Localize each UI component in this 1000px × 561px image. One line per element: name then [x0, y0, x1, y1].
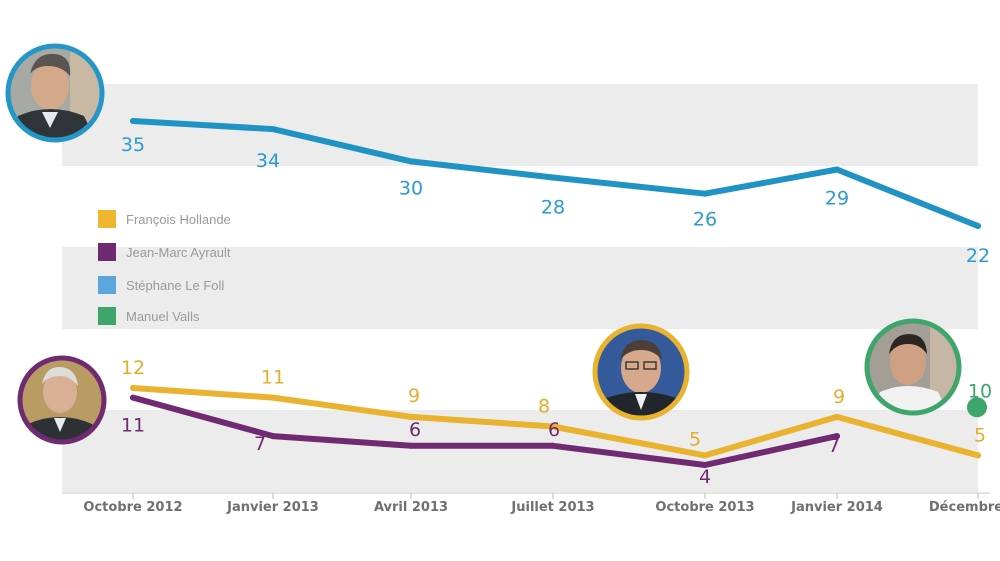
data-point-francois-hollande-octobre-2013	[702, 452, 708, 459]
data-point-stephane-le-foll-octobre-2012	[130, 118, 136, 124]
data-point-stephane-le-foll-janvier-2014	[834, 166, 840, 173]
x-tick-label-decembre: Décembre	[929, 500, 1000, 515]
x-tick-label-octobre-2012: Octobre 2012	[83, 500, 182, 515]
data-label-stephane-le-foll-janvier-2014: 29	[825, 188, 849, 210]
data-label-jean-marc-ayrault-janvier-2013: 7	[254, 433, 266, 455]
manuel-valls-portrait	[864, 318, 962, 416]
data-point-francois-hollande-octobre-2012	[130, 385, 136, 391]
x-axis-ticks	[132, 493, 979, 499]
data-point-francois-hollande-janvier-2013	[270, 394, 276, 401]
data-point-stephane-le-foll-decembre	[975, 223, 981, 229]
legend-item-hollande: François Hollande	[98, 210, 231, 228]
data-point-jean-marc-ayrault-octobre-2012	[130, 394, 136, 401]
legend-label-valls: Manuel Valls	[126, 309, 200, 324]
x-tick-label-juillet-2013: Juillet 2013	[510, 500, 594, 515]
data-point-stephane-le-foll-octobre-2013	[702, 190, 708, 197]
x-tick-label-janvier-2014: Janvier 2014	[790, 500, 883, 515]
data-label-francois-hollande-avril-2013: 9	[408, 385, 420, 407]
legend-item-ayrault: Jean-Marc Ayrault	[98, 243, 231, 261]
francois-hollande-portrait	[592, 323, 690, 421]
data-label-stephane-le-foll-octobre-2012: 35	[121, 134, 145, 156]
data-point-jean-marc-ayrault-janvier-2013	[270, 433, 276, 440]
data-point-jean-marc-ayrault-juillet-2013	[550, 442, 556, 449]
data-labels: 35 34 30 28 26 29 22 12 11 9 8 5 9 5 11 7 6 6 4 7 10	[121, 134, 992, 488]
legend-swatch-hollande	[98, 210, 116, 228]
jean-marc-ayrault-portrait	[17, 355, 107, 445]
data-label-stephane-le-foll-janvier-2013: 34	[256, 150, 280, 172]
legend-swatch-ayrault	[98, 243, 116, 261]
data-label-jean-marc-ayrault-juillet-2013: 6	[548, 419, 560, 441]
data-point-francois-hollande-decembre	[975, 452, 981, 459]
data-point-jean-marc-ayrault-octobre-2013	[702, 462, 708, 468]
legend-label-ayrault: Jean-Marc Ayrault	[126, 245, 231, 260]
legend: François Hollande Jean-Marc Ayrault Stép…	[98, 210, 231, 325]
data-label-jean-marc-ayrault-avril-2013: 6	[409, 419, 421, 441]
data-label-stephane-le-foll-octobre-2013: 26	[693, 209, 717, 231]
data-label-stephane-le-foll-avril-2013: 30	[399, 177, 423, 199]
data-label-jean-marc-ayrault-janvier-2014: 7	[828, 435, 840, 457]
data-label-manuel-valls-decembre: 10	[968, 380, 992, 402]
data-point-manuel-valls-decembre	[967, 397, 987, 418]
data-point-stephane-le-foll-janvier-2013	[270, 126, 276, 133]
x-tick-label-octobre-2013: Octobre 2013	[655, 500, 754, 515]
data-point-francois-hollande-juillet-2013	[550, 423, 556, 430]
stephane-le-foll-portrait	[5, 43, 105, 143]
data-label-stephane-le-foll-juillet-2013: 28	[541, 197, 565, 219]
data-label-jean-marc-ayrault-octobre-2013: 4	[699, 466, 711, 488]
data-point-francois-hollande-janvier-2014	[834, 413, 840, 420]
data-label-francois-hollande-janvier-2013: 11	[261, 367, 285, 389]
data-label-francois-hollande-octobre-2013: 5	[689, 428, 701, 450]
series-points	[130, 118, 987, 468]
data-label-francois-hollande-decembre: 5	[974, 424, 986, 446]
data-label-jean-marc-ayrault-octobre-2012: 11	[121, 415, 145, 437]
x-axis-tick-labels: Octobre 2012 Janvier 2013 Avril 2013 Juille…	[83, 500, 1000, 515]
data-label-francois-hollande-janvier-2014: 9	[833, 386, 845, 408]
data-point-stephane-le-foll-juillet-2013	[550, 174, 556, 181]
data-label-stephane-le-foll-decembre: 22	[966, 245, 990, 267]
series-line-jean-marc-ayrault	[130, 394, 840, 468]
x-tick-label-avril-2013: Avril 2013	[374, 500, 448, 515]
data-label-francois-hollande-juillet-2013: 8	[538, 396, 550, 418]
legend-label-lefoll: Stéphane Le Foll	[126, 278, 224, 293]
legend-item-lefoll: Stéphane Le Foll	[98, 276, 224, 294]
background-band	[62, 247, 978, 329]
legend-label-hollande: François Hollande	[126, 212, 231, 227]
data-label-francois-hollande-octobre-2012: 12	[121, 357, 145, 379]
legend-swatch-valls	[98, 307, 116, 325]
data-point-jean-marc-ayrault-janvier-2014	[834, 433, 840, 440]
legend-swatch-lefoll	[98, 276, 116, 294]
legend-item-valls: Manuel Valls	[98, 307, 200, 325]
data-point-jean-marc-ayrault-avril-2013	[408, 442, 414, 449]
x-tick-label-janvier-2013: Janvier 2013	[226, 500, 319, 515]
data-point-francois-hollande-avril-2013	[408, 413, 414, 420]
background-bands	[62, 84, 978, 492]
data-point-stephane-le-foll-avril-2013	[408, 158, 414, 165]
